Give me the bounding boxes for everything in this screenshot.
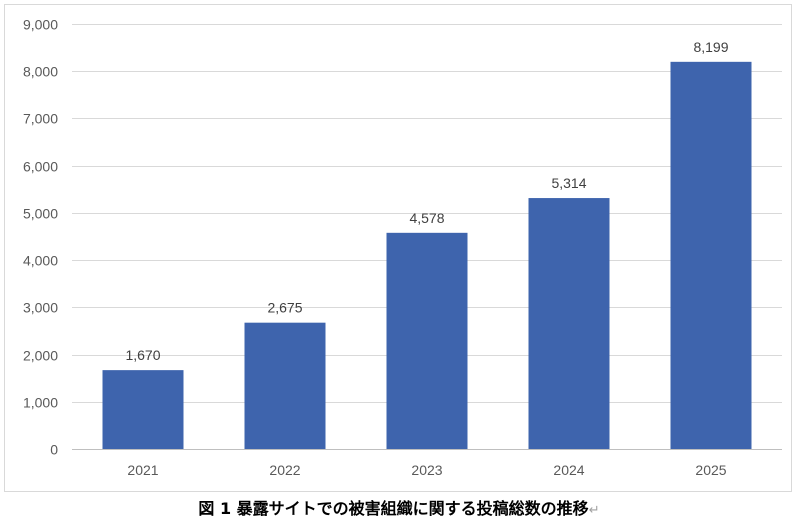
bar-chart: 0 1,000 2,000 3,000 4,000 5,000 6,000 7,000 8,00… [23, 17, 782, 478]
y-tick-label: 6,000 [23, 159, 58, 175]
data-label: 8,199 [693, 39, 728, 55]
data-label: 4,578 [409, 210, 444, 226]
figure-caption: 図 1 暴露サイトでの被害組織に関する投稿総数の推移↵ [0, 496, 798, 524]
y-tick-label: 1,000 [23, 395, 58, 411]
bar [244, 322, 326, 449]
x-tick-label: 2023 [411, 462, 442, 478]
x-axis-ticks: 2021 2022 2023 2024 2025 [127, 462, 726, 478]
data-label: 2,675 [267, 300, 302, 316]
x-tick-label: 2022 [269, 462, 300, 478]
y-tick-label: 9,000 [23, 17, 58, 33]
data-labels: 1,670 2,675 4,578 5,314 8,199 [125, 39, 728, 363]
y-tick-label: 3,000 [23, 300, 58, 316]
bar [102, 370, 184, 449]
x-tick-label: 2024 [553, 462, 584, 478]
y-tick-label: 7,000 [23, 111, 58, 127]
data-label: 1,670 [125, 347, 160, 363]
x-tick-label: 2021 [127, 462, 158, 478]
bars [102, 61, 752, 449]
x-tick-label: 2025 [695, 462, 726, 478]
y-tick-label: 8,000 [23, 64, 58, 80]
y-tick-label: 2,000 [23, 348, 58, 364]
gridlines [72, 24, 782, 450]
y-tick-label: 4,000 [23, 253, 58, 269]
figure-caption-text: 図 1 暴露サイトでの被害組織に関する投稿総数の推移 [198, 499, 589, 518]
y-tick-label: 0 [50, 442, 58, 458]
paragraph-mark-icon: ↵ [588, 503, 600, 518]
bar [670, 61, 752, 449]
bar [528, 198, 610, 449]
y-tick-label: 5,000 [23, 206, 58, 222]
data-label: 5,314 [551, 175, 586, 191]
y-axis-ticks: 0 1,000 2,000 3,000 4,000 5,000 6,000 7,000 8,00… [23, 17, 58, 458]
bar [386, 232, 468, 449]
